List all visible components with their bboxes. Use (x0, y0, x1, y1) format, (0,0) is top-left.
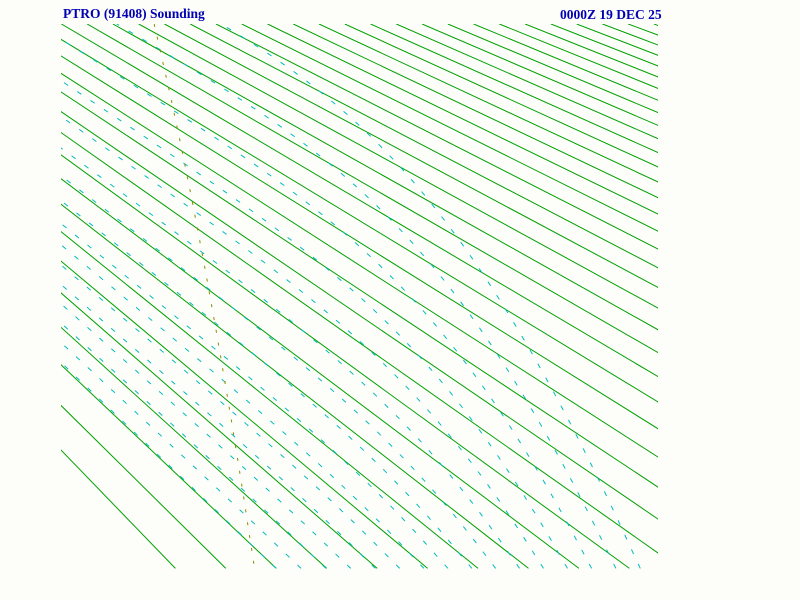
chart-title: PTRO (91408) Sounding (63, 6, 205, 21)
dry-adiabats (61, 24, 658, 569)
chart-date: 0000Z 19 DEC 25 (560, 7, 662, 22)
moist-adiabats (61, 24, 641, 569)
